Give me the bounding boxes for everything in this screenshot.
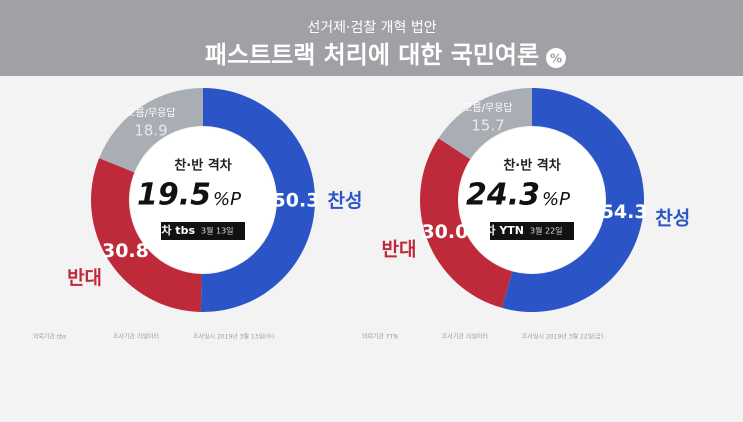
poll-date: 3월 22일 <box>530 226 563 236</box>
category-label: 모름/무응답 <box>126 107 175 119</box>
title: 패스트트랙 처리에 대한 국민여론 <box>205 41 539 69</box>
footnote: 조사기관 리얼미터 <box>113 333 159 341</box>
value-label: 15.7 <box>471 117 504 135</box>
poll-badge <box>490 222 574 240</box>
badge-text: % <box>550 52 562 66</box>
gap-unit: %P <box>213 189 241 210</box>
poll-name: 2차 YTN <box>478 223 524 237</box>
footnote: 의뢰기관 tbs <box>33 333 66 341</box>
poll-badge <box>161 222 245 240</box>
footnote: 조사기관 리얼미터 <box>442 333 488 341</box>
gap-value: 24.3 <box>466 178 540 213</box>
footnote: 조사일시 2019년 3월 22일(금) <box>522 333 603 341</box>
donut-slice <box>438 88 532 160</box>
category-label: 반대 <box>382 238 417 260</box>
category-label: 찬성 <box>328 190 363 212</box>
badge <box>546 48 566 68</box>
donut-slice <box>90 158 202 312</box>
center-title: 찬·반 격차 <box>503 158 560 174</box>
header-band <box>0 0 743 76</box>
category-label: 모름/무응답 <box>463 102 512 114</box>
category-label: 찬성 <box>655 208 690 230</box>
poll-name: 1차 tbs <box>154 223 196 237</box>
value-label: 30.0 <box>421 221 468 243</box>
footnote: 의뢰기관 YTN <box>362 333 398 341</box>
value-label: 30.8 <box>102 240 149 262</box>
poll-date: 3월 13일 <box>201 226 234 236</box>
gap-value: 19.5 <box>137 178 211 213</box>
value-label: 18.9 <box>134 121 167 139</box>
donut-slice <box>419 138 513 308</box>
donut-slice <box>99 88 203 173</box>
center-title: 찬·반 격차 <box>174 158 231 174</box>
value-label: 54.3 <box>601 201 648 223</box>
value-label: 50.3 <box>273 189 320 211</box>
footnote: 조사일시 2019년 3월 13일(수) <box>193 333 274 341</box>
donut-slice <box>502 88 644 312</box>
category-label: 반대 <box>67 267 102 289</box>
donut-slice <box>200 88 315 312</box>
gap-unit: %P <box>542 189 570 210</box>
subtitle: 선거제·검찰 개혁 법안 <box>307 20 436 36</box>
